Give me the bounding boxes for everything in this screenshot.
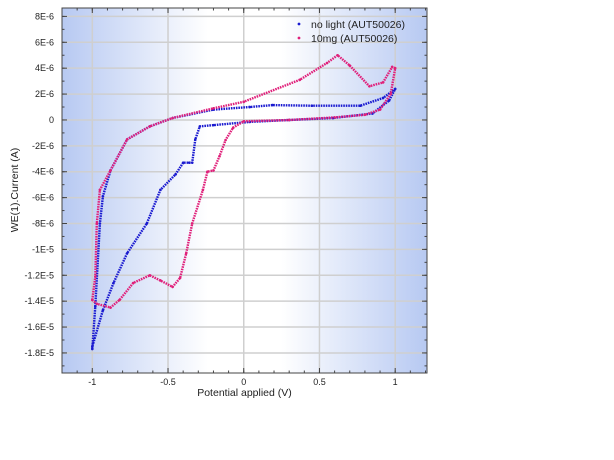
data-point-series-1 bbox=[159, 279, 162, 282]
data-point-series-0 bbox=[90, 345, 94, 348]
y-tick-label: 0 bbox=[49, 115, 54, 125]
y-tick-label: -1.6E-5 bbox=[24, 322, 54, 332]
data-point-series-0 bbox=[181, 161, 185, 164]
data-point-series-1 bbox=[224, 138, 227, 142]
data-point-series-1 bbox=[118, 298, 121, 302]
y-tick-label: 2E-6 bbox=[35, 89, 54, 99]
data-point-series-1 bbox=[242, 119, 246, 123]
data-point-series-1 bbox=[218, 154, 221, 158]
data-point-series-1 bbox=[148, 273, 152, 277]
data-point-series-1 bbox=[389, 92, 392, 96]
data-point-series-0 bbox=[212, 123, 215, 127]
x-tick-label: 0 bbox=[241, 377, 246, 387]
y-tick-label: -1.8E-5 bbox=[24, 348, 54, 358]
y-tick-label: -8E-6 bbox=[32, 219, 54, 229]
data-point-series-1 bbox=[212, 169, 215, 172]
data-point-series-1 bbox=[325, 61, 329, 65]
x-axis-label: Potential applied (V) bbox=[197, 387, 292, 399]
data-point-series-1 bbox=[184, 251, 188, 255]
data-point-series-1 bbox=[171, 116, 174, 120]
data-point-series-0 bbox=[174, 173, 177, 176]
data-point-series-1 bbox=[178, 276, 182, 280]
legend-label-10mg: 10mg (AUT50026) bbox=[311, 33, 397, 45]
data-point-series-0 bbox=[101, 308, 105, 312]
y-tick-label: -6E-6 bbox=[32, 193, 54, 203]
x-tick-label: -0.5 bbox=[160, 377, 176, 387]
data-point-series-1 bbox=[94, 275, 97, 278]
data-point-series-0 bbox=[248, 105, 252, 109]
data-point-series-0 bbox=[101, 195, 105, 198]
data-point-series-1 bbox=[336, 53, 339, 57]
legend-label-no-light: no light (AUT50026) bbox=[311, 19, 405, 31]
data-point-series-0 bbox=[94, 305, 97, 308]
data-point-series-1 bbox=[190, 222, 194, 225]
data-point-series-0 bbox=[145, 222, 149, 225]
x-tick-label: -1 bbox=[88, 377, 96, 387]
y-tick-label: 4E-6 bbox=[35, 63, 54, 73]
data-point-series-1 bbox=[363, 113, 367, 117]
data-point-series-1 bbox=[171, 285, 174, 289]
data-point-series-0 bbox=[112, 281, 115, 285]
data-point-series-0 bbox=[98, 222, 102, 225]
y-tick-label: -1.4E-5 bbox=[24, 296, 54, 306]
y-axis-label: WE(1).Current (A) bbox=[9, 148, 21, 233]
data-point-series-0 bbox=[125, 251, 129, 255]
data-point-series-1 bbox=[393, 66, 397, 70]
axis-ticks: -1 -0.5 0 0.5 1 8E-6 6E-6 4E-6 2E-6 0 -2E-6 -4E-6 -6… bbox=[24, 8, 427, 387]
data-point-series-1 bbox=[131, 281, 135, 285]
data-point-series-1 bbox=[148, 125, 152, 128]
plot-frame bbox=[61, 7, 428, 374]
data-point-series-1 bbox=[231, 126, 235, 130]
data-point-series-1 bbox=[381, 81, 385, 84]
data-point-series-1 bbox=[242, 100, 246, 104]
data-point-series-0 bbox=[187, 161, 191, 164]
y-tick-label: -4E-6 bbox=[32, 167, 54, 177]
data-point-series-0 bbox=[310, 104, 314, 108]
x-tick-label: 0.5 bbox=[313, 377, 326, 387]
data-point-series-1 bbox=[95, 222, 99, 225]
data-point-series-1 bbox=[109, 169, 112, 172]
data-point-series-0 bbox=[271, 103, 274, 107]
data-point-series-1 bbox=[95, 302, 99, 306]
data-point-series-0 bbox=[381, 96, 385, 100]
data-point-series-0 bbox=[359, 104, 362, 108]
data-point-series-1 bbox=[390, 65, 394, 69]
data-point-series-0 bbox=[198, 125, 202, 128]
data-point-series-0 bbox=[393, 87, 397, 91]
data-point-series-1 bbox=[125, 138, 129, 141]
data-point-series-1 bbox=[109, 306, 112, 309]
data-point-series-0 bbox=[159, 188, 162, 192]
data-point-series-1 bbox=[287, 118, 291, 122]
data-point-series-1 bbox=[348, 64, 352, 67]
data-point-series-0 bbox=[90, 347, 94, 351]
data-point-series-1 bbox=[368, 85, 371, 88]
data-point-series-0 bbox=[387, 99, 391, 102]
data-point-series-1 bbox=[378, 108, 382, 111]
data-point-series-1 bbox=[206, 170, 209, 174]
data-point-series-1 bbox=[298, 78, 302, 82]
y-tick-label: -1E-5 bbox=[32, 244, 54, 254]
legend: no light (AUT50026) 10mg (AUT50026) bbox=[297, 19, 405, 45]
y-tick-label: 6E-6 bbox=[35, 37, 54, 47]
series-layer bbox=[90, 53, 397, 351]
y-tick-label: -1.2E-5 bbox=[24, 270, 54, 280]
data-point-series-0 bbox=[190, 161, 194, 164]
data-point-series-1 bbox=[201, 188, 205, 192]
plot-area bbox=[62, 8, 427, 373]
x-tick-label: 1 bbox=[393, 377, 398, 387]
y-tick-label: 8E-6 bbox=[35, 11, 54, 21]
y-tick-label: -2E-6 bbox=[32, 141, 54, 151]
data-point-series-1 bbox=[98, 188, 102, 192]
data-point-series-1 bbox=[212, 107, 215, 110]
legend-marker-no-light bbox=[297, 22, 301, 26]
legend-marker-10mg bbox=[297, 36, 301, 40]
data-point-series-1 bbox=[90, 298, 94, 302]
data-point-series-1 bbox=[333, 116, 336, 119]
data-point-series-0 bbox=[193, 138, 197, 141]
